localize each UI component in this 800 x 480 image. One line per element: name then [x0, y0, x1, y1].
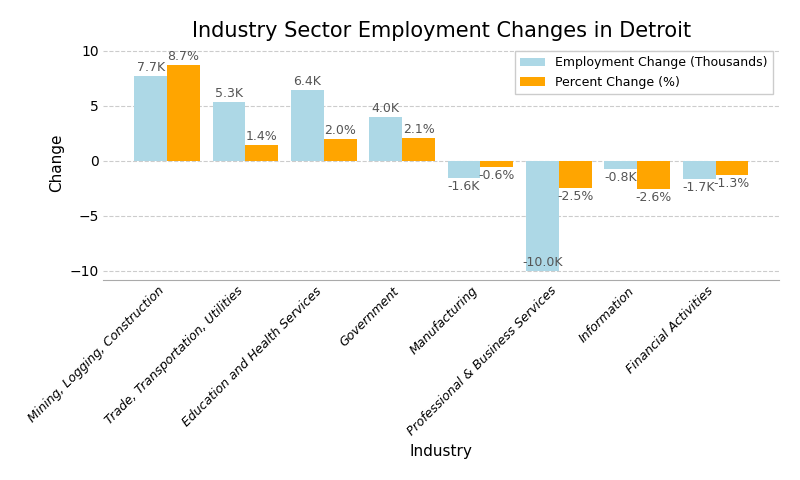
Text: -2.6%: -2.6% — [635, 191, 672, 204]
Bar — [604, 161, 637, 169]
X-axis label: Industry: Industry — [410, 444, 473, 459]
Title: Industry Sector Employment Changes in Detroit: Industry Sector Employment Changes in De… — [192, 21, 691, 41]
Text: 1.4%: 1.4% — [246, 130, 278, 144]
Bar — [402, 138, 435, 161]
Text: 5.3K: 5.3K — [215, 87, 243, 100]
Text: 8.7%: 8.7% — [167, 50, 199, 63]
Bar — [637, 161, 670, 189]
Text: 4.0K: 4.0K — [372, 102, 400, 115]
Text: -2.5%: -2.5% — [557, 190, 594, 203]
Text: 6.4K: 6.4K — [294, 75, 322, 88]
Text: -10.0K: -10.0K — [522, 256, 562, 269]
Y-axis label: Change: Change — [49, 133, 64, 192]
Text: -0.8K: -0.8K — [605, 171, 637, 184]
Bar — [370, 117, 402, 161]
Text: -1.6K: -1.6K — [448, 180, 480, 193]
Bar — [559, 161, 592, 188]
Text: 7.7K: 7.7K — [137, 61, 165, 74]
Text: 2.1%: 2.1% — [402, 122, 434, 136]
Text: -1.7K: -1.7K — [683, 181, 715, 194]
Bar — [715, 161, 749, 175]
Bar — [246, 145, 278, 161]
Text: -1.3%: -1.3% — [714, 177, 750, 190]
Bar — [134, 76, 167, 161]
Bar — [324, 139, 357, 161]
Bar — [481, 161, 514, 168]
Bar — [447, 161, 481, 178]
Text: 2.0%: 2.0% — [324, 124, 356, 137]
Bar — [167, 65, 200, 161]
Bar — [526, 161, 559, 271]
Bar — [291, 90, 324, 161]
Bar — [213, 102, 246, 161]
Bar — [682, 161, 715, 180]
Text: -0.6%: -0.6% — [478, 169, 515, 182]
Legend: Employment Change (Thousands), Percent Change (%): Employment Change (Thousands), Percent C… — [515, 51, 773, 94]
